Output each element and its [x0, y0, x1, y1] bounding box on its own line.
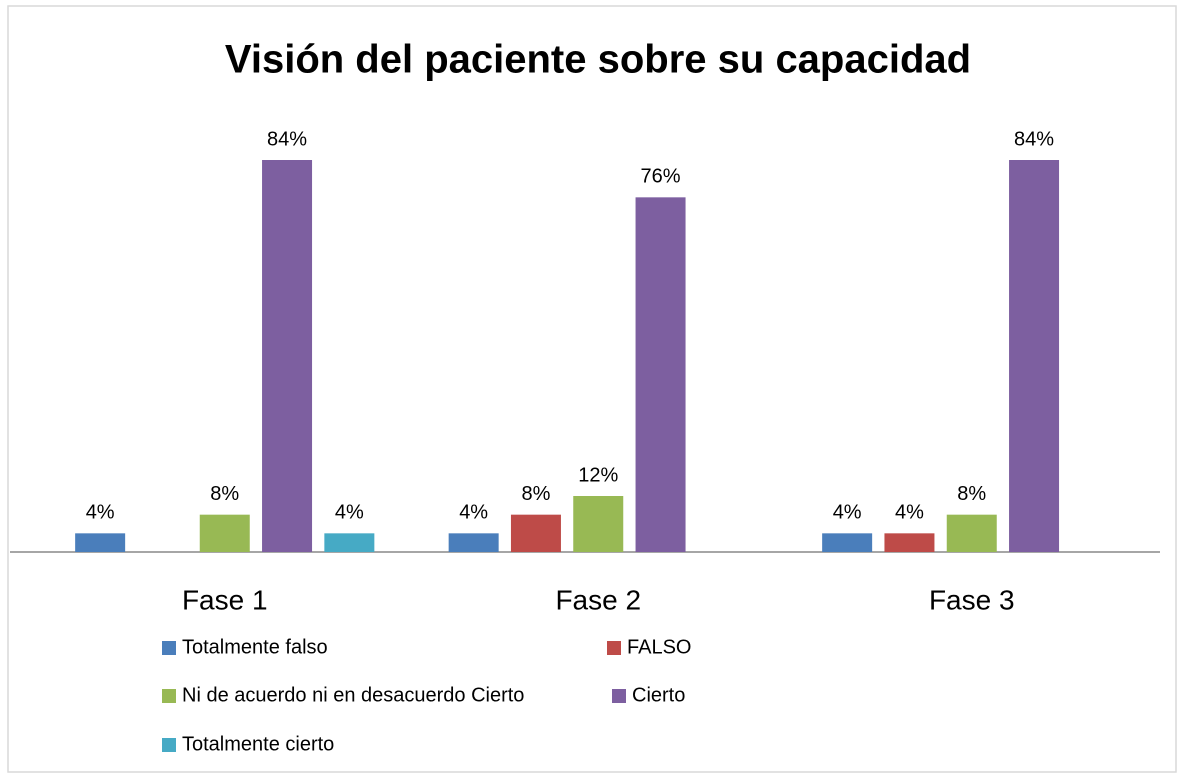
x-tick-label: Fase 3	[929, 584, 1015, 615]
x-tick-label: Fase 2	[555, 584, 641, 615]
data-label: 4%	[459, 502, 488, 524]
chart-title: Visión del paciente sobre su capacidad	[225, 38, 971, 82]
bar	[1009, 160, 1060, 552]
bar	[822, 533, 873, 552]
bar	[510, 514, 561, 552]
bar	[635, 197, 686, 553]
bar	[448, 533, 499, 552]
data-label: 4%	[895, 502, 924, 524]
legend-label: Totalmente cierto	[182, 733, 334, 755]
data-label: 12%	[578, 464, 618, 486]
bar	[324, 533, 375, 552]
x-tick-label: Fase 1	[182, 584, 268, 615]
legend-label: Totalmente falso	[182, 636, 328, 658]
data-label: 76%	[641, 166, 681, 188]
bar	[573, 496, 624, 552]
legend-label: Ni de acuerdo ni en desacuerdo Cierto	[182, 684, 524, 706]
data-label: 4%	[86, 502, 115, 524]
bar	[884, 533, 935, 552]
bar	[262, 160, 313, 552]
data-label: 8%	[957, 483, 986, 505]
legend-swatch	[162, 738, 176, 752]
legend-swatch	[162, 689, 176, 703]
data-label: 8%	[210, 483, 239, 505]
legend-swatch	[612, 689, 626, 703]
legend-label: Cierto	[632, 684, 685, 706]
data-label: 4%	[833, 502, 862, 524]
data-label: 84%	[267, 128, 307, 150]
legend-swatch	[607, 641, 621, 655]
data-label: 4%	[335, 502, 364, 524]
data-label: 8%	[521, 483, 550, 505]
legend-label: FALSO	[627, 636, 691, 658]
chart-frame	[7, 5, 1177, 773]
bar	[946, 514, 997, 552]
bar	[199, 514, 250, 552]
legend-swatch	[162, 641, 176, 655]
bar	[75, 533, 126, 552]
data-label: 84%	[1014, 128, 1054, 150]
